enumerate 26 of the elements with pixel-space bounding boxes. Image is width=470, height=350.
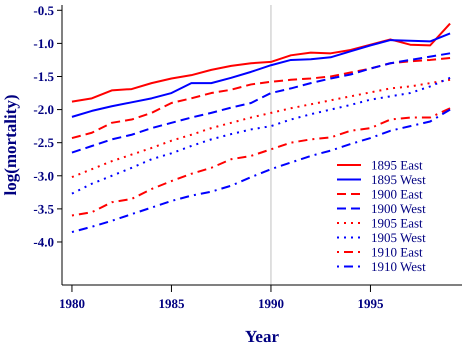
y-tick-label: -1.5 [33,69,54,84]
y-tick-label: -4.0 [33,234,54,250]
y-tick-label: -2.0 [33,102,54,118]
line-series [70,56,452,140]
legend-label: 1895 West [371,172,426,188]
x-tick-label: 1985 [158,296,185,311]
x-tick-label: 1995 [357,296,384,311]
y-tick-label: -1.0 [33,36,54,51]
legend-label: 1905 East [371,216,424,231]
line-series [70,22,452,103]
line-series [70,52,452,154]
y-tick-label: -2.5 [33,135,54,150]
y-axis-title: log(mortality) [1,94,20,196]
y-tick-label: -0.5 [33,2,54,18]
line-series [70,32,452,118]
x-axis-title: Year [245,327,280,346]
legend-label: 1900 East [371,186,424,202]
x-tick-label: 1980 [58,296,85,311]
legend-label: 1910 East [371,244,424,260]
legend-label: 1910 West [371,259,426,274]
legend-label: 1900 West [371,201,426,216]
y-tick-label: -3.5 [33,201,54,216]
y-tick-label: -3.0 [33,168,54,184]
x-tick-label: 1990 [258,296,284,311]
legend-label: 1905 West [371,230,426,246]
legend-label: 1895 East [371,158,424,173]
